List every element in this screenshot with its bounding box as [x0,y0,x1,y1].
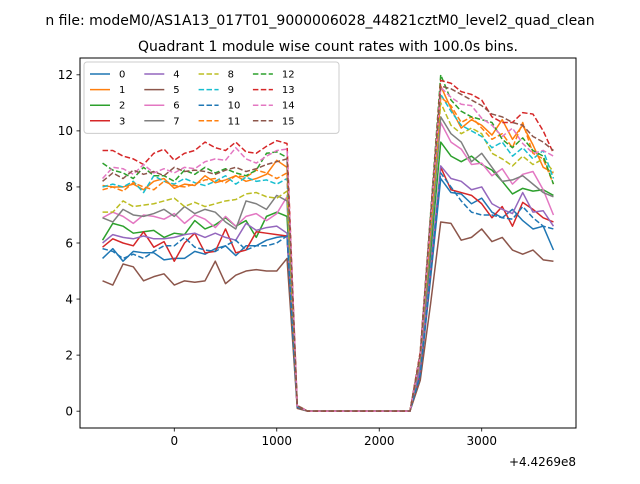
y-tick-label: 2 [65,348,73,362]
legend-label-10: 10 [228,101,241,112]
series-line-8 [102,102,555,412]
plot-area [101,74,555,412]
y-tick-label: 8 [65,180,73,194]
series-line-14 [101,86,554,412]
x-offset-label: +4.4269e8 [509,455,576,469]
series-line-2 [101,141,554,412]
legend-label-12: 12 [282,70,295,81]
x-tick-label: 2000 [364,434,395,448]
series-line-7 [102,116,554,412]
legend-label-0: 0 [119,70,125,81]
series-line-1 [102,85,554,412]
x-tick-label: 1000 [261,434,292,448]
legend-label-13: 13 [282,85,295,96]
legend-label-2: 2 [119,101,125,112]
legend-label-5: 5 [173,85,179,96]
series-line-6 [102,121,555,412]
y-tick-label: 6 [65,236,73,250]
legend-label-3: 3 [119,116,125,127]
figure-suptitle: n file: modeM0/AS1A13_017T01_9000006028_… [45,13,594,29]
y-tick-label: 0 [65,404,73,418]
series-line-13 [102,79,555,412]
legend-label-8: 8 [228,70,234,81]
legend-label-7: 7 [173,116,179,127]
chart-title: Quadrant 1 module wise count rates with … [138,39,518,55]
legend-frame [83,61,340,134]
x-tick-label: 0 [170,434,178,448]
y-tick-label: 12 [58,68,73,82]
legend-label-6: 6 [173,101,179,112]
y-tick-label: 4 [65,292,73,306]
y-tick-label: 10 [58,124,73,138]
legend-label-1: 1 [119,85,125,96]
legend-label-4: 4 [173,70,179,81]
legend-label-9: 9 [228,85,234,96]
legend-label-14: 14 [282,101,295,112]
series-line-5 [102,221,554,412]
legend-label-11: 11 [228,116,241,127]
legend-label-15: 15 [282,116,295,127]
x-tick-label: 3000 [466,434,497,448]
series-line-15 [102,85,554,412]
